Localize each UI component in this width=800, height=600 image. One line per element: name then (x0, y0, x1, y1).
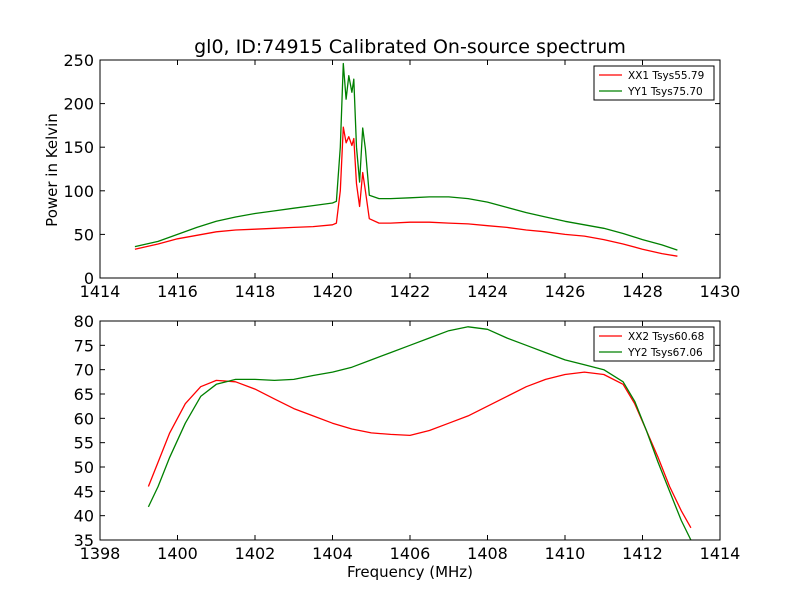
top-chart: gl0, ID:74915 Calibrated On-source spect… (43, 36, 740, 301)
legend: XX1 Tsys55.79 YY1 Tsys75.70 (593, 65, 715, 101)
x-tick-label: 1400 (157, 544, 198, 563)
x-tick-label: 1420 (312, 282, 353, 301)
legend-label-yy1: YY1 Tsys75.70 (627, 86, 703, 98)
series-line-xx1 (134, 126, 678, 257)
ticks-layer: 1398 1400 1402 1404 1406 1408 1410 1412 1414 35 40… (74, 312, 741, 563)
series-layer (134, 62, 678, 257)
y-tick-label: 100 (63, 182, 94, 201)
x-tick-label: 1416 (157, 282, 198, 301)
x-tick-label: 1430 (700, 282, 741, 301)
series-line-yy1 (134, 62, 678, 251)
y-tick-label: 250 (63, 51, 94, 70)
legend-box (593, 65, 715, 101)
chart-title: gl0, ID:74915 Calibrated On-source spect… (194, 36, 626, 58)
legend-label-yy2: YY2 Tsys67.06 (627, 347, 703, 359)
x-tick-label: 1414 (80, 282, 121, 301)
x-tick-label: 1404 (312, 544, 353, 563)
legend-label-xx2: XX2 Tsys60.68 (628, 331, 704, 343)
x-tick-label: 1398 (80, 544, 121, 563)
ticks-layer: 1414 1416 1418 1420 1422 1424 1426 1428 1430 0 50 1… (63, 51, 740, 301)
y-tick-label: 50 (74, 458, 94, 477)
y-tick-label: 65 (74, 385, 94, 404)
y-tick-label: 60 (74, 409, 94, 428)
x-axis-label: Frequency (MHz) (347, 563, 473, 581)
x-tick-label: 1428 (622, 282, 663, 301)
legend-box (593, 326, 715, 362)
x-tick-label: 1406 (390, 544, 431, 563)
x-tick-label: 1424 (467, 282, 508, 301)
x-tick-label: 1418 (235, 282, 276, 301)
y-tick-label: 200 (63, 95, 94, 114)
series-line-yy2 (147, 326, 692, 540)
x-tick-label: 1408 (467, 544, 508, 563)
x-tick-label: 1402 (235, 544, 276, 563)
series-line-xx2 (147, 371, 692, 529)
x-tick-label: 1412 (622, 544, 663, 563)
y-tick-label: 80 (74, 312, 94, 331)
y-tick-label: 45 (74, 482, 94, 501)
y-tick-label: 50 (74, 225, 94, 244)
series-layer (147, 326, 692, 540)
x-tick-label: 1414 (700, 544, 741, 563)
y-tick-label: 0 (84, 269, 94, 288)
legend-label-xx1: XX1 Tsys55.79 (628, 70, 704, 82)
y-tick-label: 55 (74, 434, 94, 453)
x-tick-label: 1422 (390, 282, 431, 301)
y-tick-label: 75 (74, 336, 94, 355)
y-tick-label: 150 (63, 138, 94, 157)
bottom-chart: Frequency (MHz) 1398 1400 1402 1404 1406 1408… (74, 312, 741, 581)
y-axis-label: Power in Kelvin (43, 113, 61, 227)
y-tick-label: 40 (74, 507, 94, 526)
legend: XX2 Tsys60.68 YY2 Tsys67.06 (593, 326, 715, 362)
y-tick-label: 70 (74, 361, 94, 380)
x-tick-label: 1410 (545, 544, 586, 563)
y-tick-label: 35 (74, 531, 94, 550)
x-tick-label: 1426 (545, 282, 586, 301)
